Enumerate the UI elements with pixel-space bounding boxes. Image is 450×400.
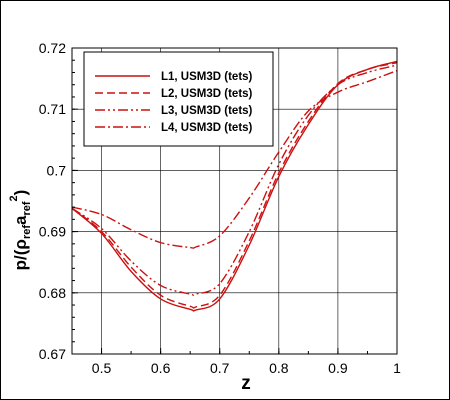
y-label-sup: 2	[8, 195, 20, 201]
plot-border	[71, 47, 398, 355]
y-tick-label: 0.68	[39, 285, 66, 301]
y-tick-label: 0.69	[39, 224, 66, 240]
series-group	[71, 60, 398, 312]
y-label-a: a	[11, 215, 30, 225]
y-tick-labels: 0.67 0.68 0.69 0.7 0.71 0.72	[39, 40, 66, 362]
y-tick-label: 0.72	[39, 40, 66, 56]
x-tick-label: 0.6	[151, 360, 171, 376]
x-tick-label: 0.5	[92, 360, 112, 376]
y-label-rho: ρ	[11, 239, 30, 250]
series-line-3	[71, 64, 398, 296]
x-axis-label: z	[241, 373, 251, 394]
y-axis-label: p/(ρrefaref2)	[8, 190, 33, 271]
y-tick-label: 0.71	[39, 101, 66, 117]
legend-label-1: L1, USM3D (tets)	[161, 71, 253, 83]
x-tick-label: 0.9	[328, 360, 348, 376]
y-tick-label: 0.7	[47, 162, 67, 178]
legend-label-3: L3, USM3D (tets)	[161, 105, 253, 117]
y-label-ref-sub: ref	[21, 225, 33, 239]
series-line-4	[71, 69, 398, 249]
series-line-2	[71, 62, 398, 309]
legend-label-4: L4, USM3D (tets)	[161, 122, 253, 134]
legend: L1, USM3D (tets) L2, USM3D (tets) L3, USM3…	[83, 51, 274, 147]
x-tick-label: 1	[393, 360, 401, 376]
x-tick-labels: 0.5 0.6 0.7 0.8 0.9 1	[92, 360, 401, 376]
y-label-p: p/(	[11, 249, 30, 270]
legend-items: L1, USM3D (tets) L2, USM3D (tets) L3, USM3…	[95, 71, 253, 134]
y-tick-label: 0.67	[39, 346, 66, 362]
y-label-close: )	[11, 190, 30, 196]
y-label-ref-sub-2: ref	[21, 201, 33, 215]
tick-marks	[71, 47, 398, 355]
x-tick-label: 0.8	[269, 360, 289, 376]
legend-box	[83, 51, 274, 147]
legend-label-2: L2, USM3D (tets)	[161, 88, 253, 100]
x-tick-label: 0.7	[210, 360, 230, 376]
